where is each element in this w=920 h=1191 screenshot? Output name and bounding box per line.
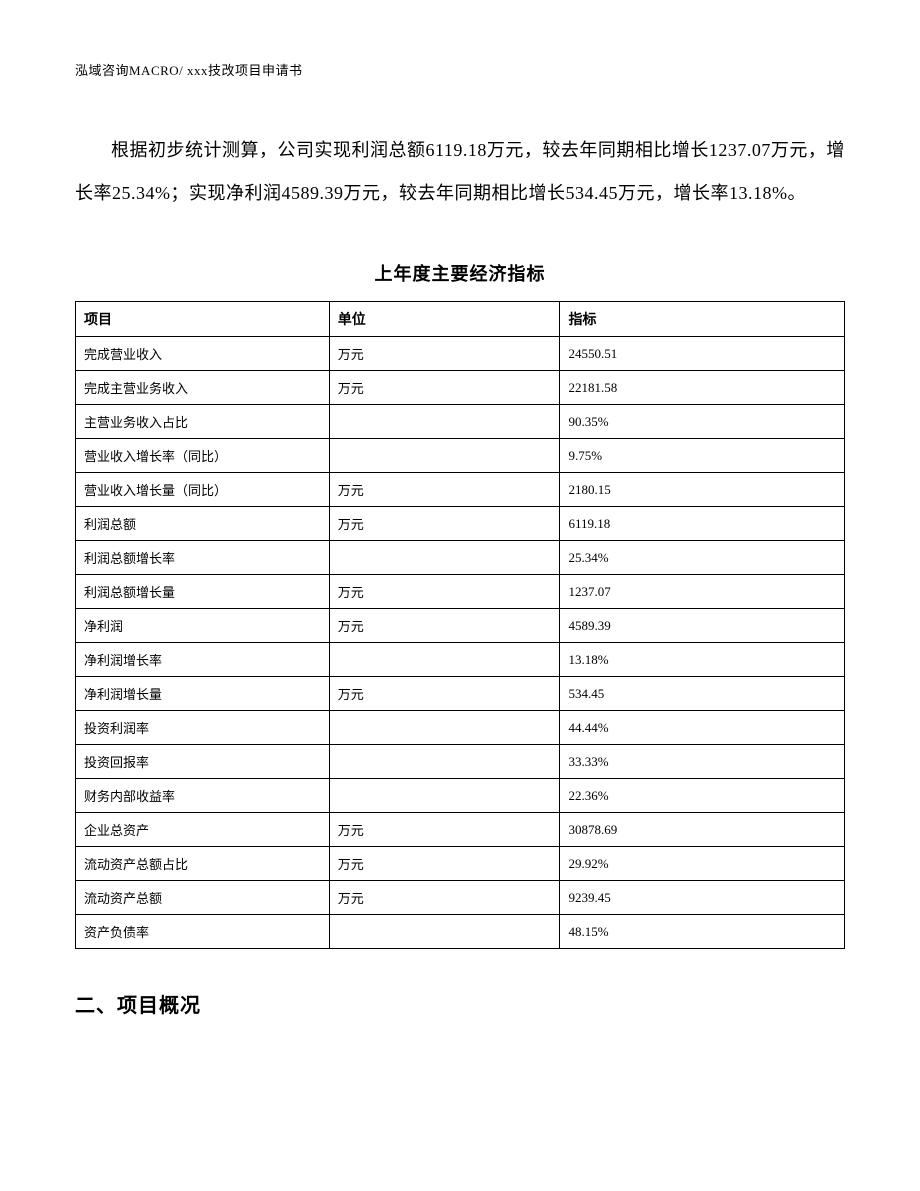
table-row: 净利润增长量万元534.45 <box>76 677 845 711</box>
cell-unit <box>329 745 560 779</box>
table-row: 流动资产总额万元9239.45 <box>76 881 845 915</box>
table-row: 营业收入增长量（同比）万元2180.15 <box>76 473 845 507</box>
cell-unit: 万元 <box>329 813 560 847</box>
table-row: 完成主营业务收入万元22181.58 <box>76 371 845 405</box>
cell-unit: 万元 <box>329 677 560 711</box>
page-container: 泓域咨询MACRO/ xxx技改项目申请书 根据初步统计测算，公司实现利润总额6… <box>0 0 920 1078</box>
cell-unit <box>329 439 560 473</box>
cell-item: 投资回报率 <box>76 745 330 779</box>
cell-item: 净利润增长率 <box>76 643 330 677</box>
cell-value: 22181.58 <box>560 371 845 405</box>
table-row: 净利润万元4589.39 <box>76 609 845 643</box>
cell-item: 流动资产总额 <box>76 881 330 915</box>
table-body: 完成营业收入万元24550.51完成主营业务收入万元22181.58主营业务收入… <box>76 337 845 949</box>
cell-item: 企业总资产 <box>76 813 330 847</box>
table-row: 利润总额增长率 25.34% <box>76 541 845 575</box>
cell-value: 13.18% <box>560 643 845 677</box>
page-header: 泓域咨询MACRO/ xxx技改项目申请书 <box>75 60 845 79</box>
header-item: 项目 <box>76 302 330 337</box>
cell-item: 净利润 <box>76 609 330 643</box>
cell-value: 25.34% <box>560 541 845 575</box>
cell-unit: 万元 <box>329 575 560 609</box>
cell-unit: 万元 <box>329 337 560 371</box>
cell-unit: 万元 <box>329 473 560 507</box>
cell-unit: 万元 <box>329 609 560 643</box>
cell-value: 9.75% <box>560 439 845 473</box>
cell-value: 534.45 <box>560 677 845 711</box>
cell-unit <box>329 779 560 813</box>
cell-value: 90.35% <box>560 405 845 439</box>
table-row: 完成营业收入万元24550.51 <box>76 337 845 371</box>
table-row: 投资回报率 33.33% <box>76 745 845 779</box>
table-row: 营业收入增长率（同比） 9.75% <box>76 439 845 473</box>
cell-value: 44.44% <box>560 711 845 745</box>
table-row: 企业总资产万元30878.69 <box>76 813 845 847</box>
cell-unit <box>329 711 560 745</box>
table-row: 资产负债率 48.15% <box>76 915 845 949</box>
cell-unit <box>329 915 560 949</box>
cell-item: 流动资产总额占比 <box>76 847 330 881</box>
cell-item: 投资利润率 <box>76 711 330 745</box>
body-paragraph: 根据初步统计测算，公司实现利润总额6119.18万元，较去年同期相比增长1237… <box>75 129 845 215</box>
cell-unit: 万元 <box>329 371 560 405</box>
cell-unit: 万元 <box>329 847 560 881</box>
table-row: 投资利润率 44.44% <box>76 711 845 745</box>
header-value: 指标 <box>560 302 845 337</box>
cell-value: 48.15% <box>560 915 845 949</box>
cell-value: 22.36% <box>560 779 845 813</box>
cell-item: 营业收入增长率（同比） <box>76 439 330 473</box>
cell-value: 2180.15 <box>560 473 845 507</box>
cell-unit: 万元 <box>329 507 560 541</box>
economic-indicators-table: 项目 单位 指标 完成营业收入万元24550.51完成主营业务收入万元22181… <box>75 301 845 949</box>
cell-value: 30878.69 <box>560 813 845 847</box>
cell-unit <box>329 643 560 677</box>
cell-value: 4589.39 <box>560 609 845 643</box>
table-row: 流动资产总额占比万元29.92% <box>76 847 845 881</box>
cell-unit <box>329 405 560 439</box>
section-heading: 二、项目概况 <box>75 989 845 1018</box>
cell-item: 主营业务收入占比 <box>76 405 330 439</box>
cell-value: 1237.07 <box>560 575 845 609</box>
cell-value: 6119.18 <box>560 507 845 541</box>
table-header-row: 项目 单位 指标 <box>76 302 845 337</box>
cell-item: 财务内部收益率 <box>76 779 330 813</box>
cell-value: 24550.51 <box>560 337 845 371</box>
cell-value: 9239.45 <box>560 881 845 915</box>
table-row: 主营业务收入占比 90.35% <box>76 405 845 439</box>
cell-item: 完成主营业务收入 <box>76 371 330 405</box>
table-row: 利润总额万元6119.18 <box>76 507 845 541</box>
cell-unit <box>329 541 560 575</box>
cell-value: 29.92% <box>560 847 845 881</box>
table-title: 上年度主要经济指标 <box>75 260 845 286</box>
cell-item: 营业收入增长量（同比） <box>76 473 330 507</box>
cell-item: 资产负债率 <box>76 915 330 949</box>
cell-value: 33.33% <box>560 745 845 779</box>
cell-item: 完成营业收入 <box>76 337 330 371</box>
cell-item: 利润总额增长量 <box>76 575 330 609</box>
header-unit: 单位 <box>329 302 560 337</box>
cell-item: 净利润增长量 <box>76 677 330 711</box>
cell-item: 利润总额增长率 <box>76 541 330 575</box>
cell-item: 利润总额 <box>76 507 330 541</box>
table-row: 利润总额增长量万元1237.07 <box>76 575 845 609</box>
table-row: 财务内部收益率 22.36% <box>76 779 845 813</box>
table-row: 净利润增长率 13.18% <box>76 643 845 677</box>
cell-unit: 万元 <box>329 881 560 915</box>
